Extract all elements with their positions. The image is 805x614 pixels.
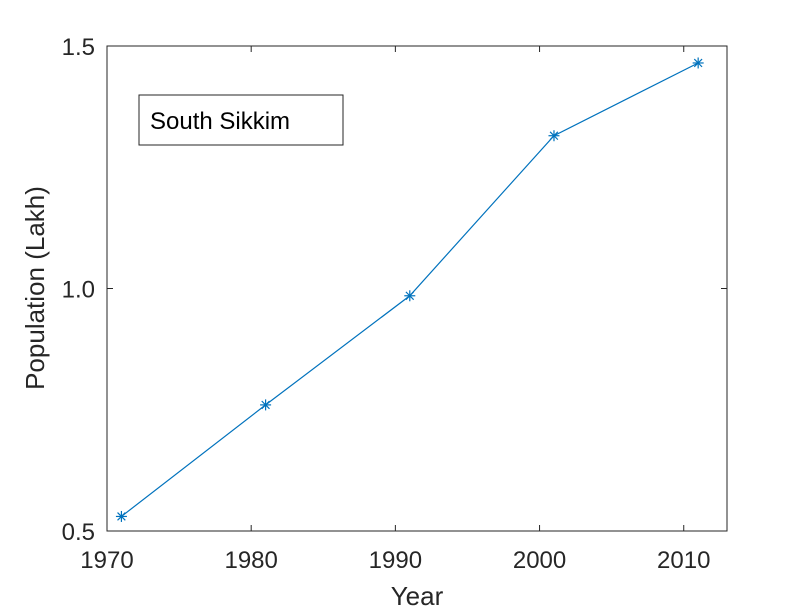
x-axis-label: Year	[391, 581, 444, 611]
x-tick-label: 2010	[657, 547, 710, 574]
x-tick-label: 1990	[369, 547, 422, 574]
data-point-marker	[260, 399, 272, 411]
data-point-marker	[692, 57, 704, 69]
x-tick-label: 2000	[513, 547, 566, 574]
data-point-marker	[548, 130, 560, 142]
x-tick-label: 1980	[224, 547, 277, 574]
data-point-marker	[115, 510, 127, 522]
legend: South Sikkim	[138, 94, 344, 146]
x-tick-label: 1970	[80, 547, 133, 574]
series-layer	[115, 57, 704, 522]
legend-box	[138, 94, 344, 146]
y-tick-label: 1.5	[62, 34, 95, 61]
data-point-marker	[404, 290, 416, 302]
legend-entry-label: South Sikkim	[150, 108, 290, 135]
y-tick-label: 0.5	[62, 519, 95, 546]
y-axis-ticks: 0.5 1.0 1.5	[62, 34, 727, 546]
y-tick-label: 1.0	[62, 277, 95, 304]
x-axis-ticks: 1970 1980 1990 2000 2010	[80, 46, 710, 574]
y-axis-label: Population (Lakh)	[20, 186, 50, 390]
